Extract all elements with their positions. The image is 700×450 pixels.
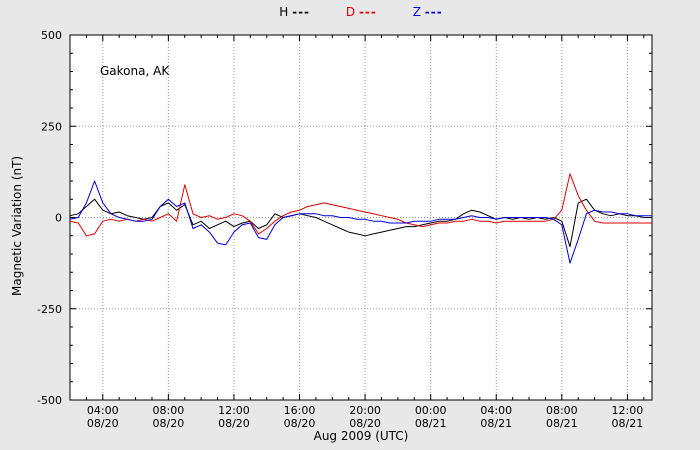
svg-text:08/20: 08/20 (218, 417, 250, 430)
legend-dash-d: --- (358, 5, 377, 19)
svg-text:0: 0 (55, 212, 62, 225)
svg-text:20:00: 20:00 (349, 404, 381, 417)
legend-label-z: Z (412, 5, 421, 19)
legend-item-h: H --- (279, 5, 310, 19)
y-axis-label: Magnetic Variation (nT) (10, 155, 24, 296)
svg-text:08/20: 08/20 (153, 417, 185, 430)
svg-text:12:00: 12:00 (612, 404, 644, 417)
svg-text:-500: -500 (37, 394, 62, 407)
svg-text:08/20: 08/20 (349, 417, 381, 430)
svg-text:08:00: 08:00 (153, 404, 185, 417)
svg-text:08/21: 08/21 (415, 417, 447, 430)
legend-dash-h: --- (292, 5, 311, 19)
chart-legend: H --- D --- Z --- (70, 5, 652, 19)
x-axis-label: Aug 2009 (UTC) (313, 429, 409, 443)
svg-text:250: 250 (41, 120, 62, 133)
svg-text:08/21: 08/21 (546, 417, 578, 430)
legend-item-z: Z --- (413, 5, 443, 19)
svg-text:08/21: 08/21 (612, 417, 644, 430)
svg-text:16:00: 16:00 (284, 404, 316, 417)
svg-text:08/21: 08/21 (480, 417, 512, 430)
svg-text:08:00: 08:00 (546, 404, 578, 417)
svg-text:08/20: 08/20 (87, 417, 119, 430)
station-label: Gakona, AK (100, 64, 170, 78)
svg-text:00:00: 00:00 (415, 404, 447, 417)
svg-text:04:00: 04:00 (87, 404, 119, 417)
legend-dash-z: --- (424, 5, 443, 19)
legend-label-h: H (279, 5, 289, 19)
legend-item-d: D --- (346, 5, 377, 19)
svg-text:04:00: 04:00 (480, 404, 512, 417)
svg-text:500: 500 (41, 29, 62, 42)
svg-text:12:00: 12:00 (218, 404, 250, 417)
svg-text:-250: -250 (37, 303, 62, 316)
legend-label-d: D (345, 5, 356, 19)
svg-text:08/20: 08/20 (284, 417, 316, 430)
